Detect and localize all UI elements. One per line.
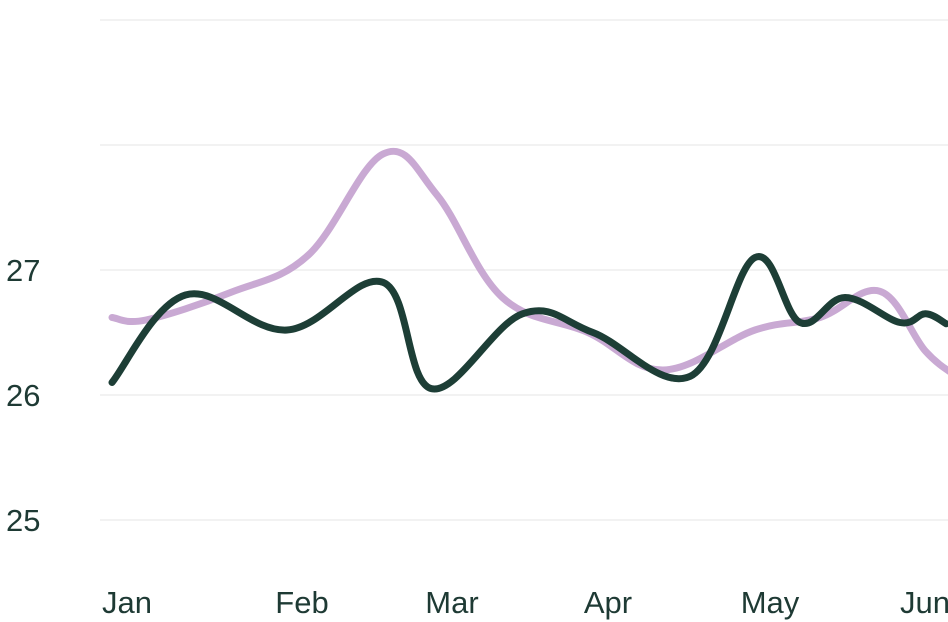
- y-tick-label: 26: [6, 378, 40, 413]
- gridlines: [100, 19, 948, 521]
- x-tick-label: Jun: [900, 585, 948, 620]
- series-lines: [108, 147, 948, 393]
- x-tick-label: Feb: [275, 585, 328, 620]
- series-line-1: [108, 147, 948, 375]
- y-axis-ticks: 25 26 27: [6, 253, 40, 538]
- x-axis-ticks: Jan Feb Mar Apr May Jun: [102, 585, 948, 620]
- x-tick-label: Jan: [102, 585, 152, 620]
- y-tick-label: 27: [6, 253, 40, 288]
- series-line-2: [108, 253, 948, 393]
- x-tick-label: May: [741, 585, 800, 620]
- x-tick-label: Apr: [584, 585, 632, 620]
- y-tick-label: 25: [6, 503, 40, 538]
- x-tick-label: Mar: [425, 585, 478, 620]
